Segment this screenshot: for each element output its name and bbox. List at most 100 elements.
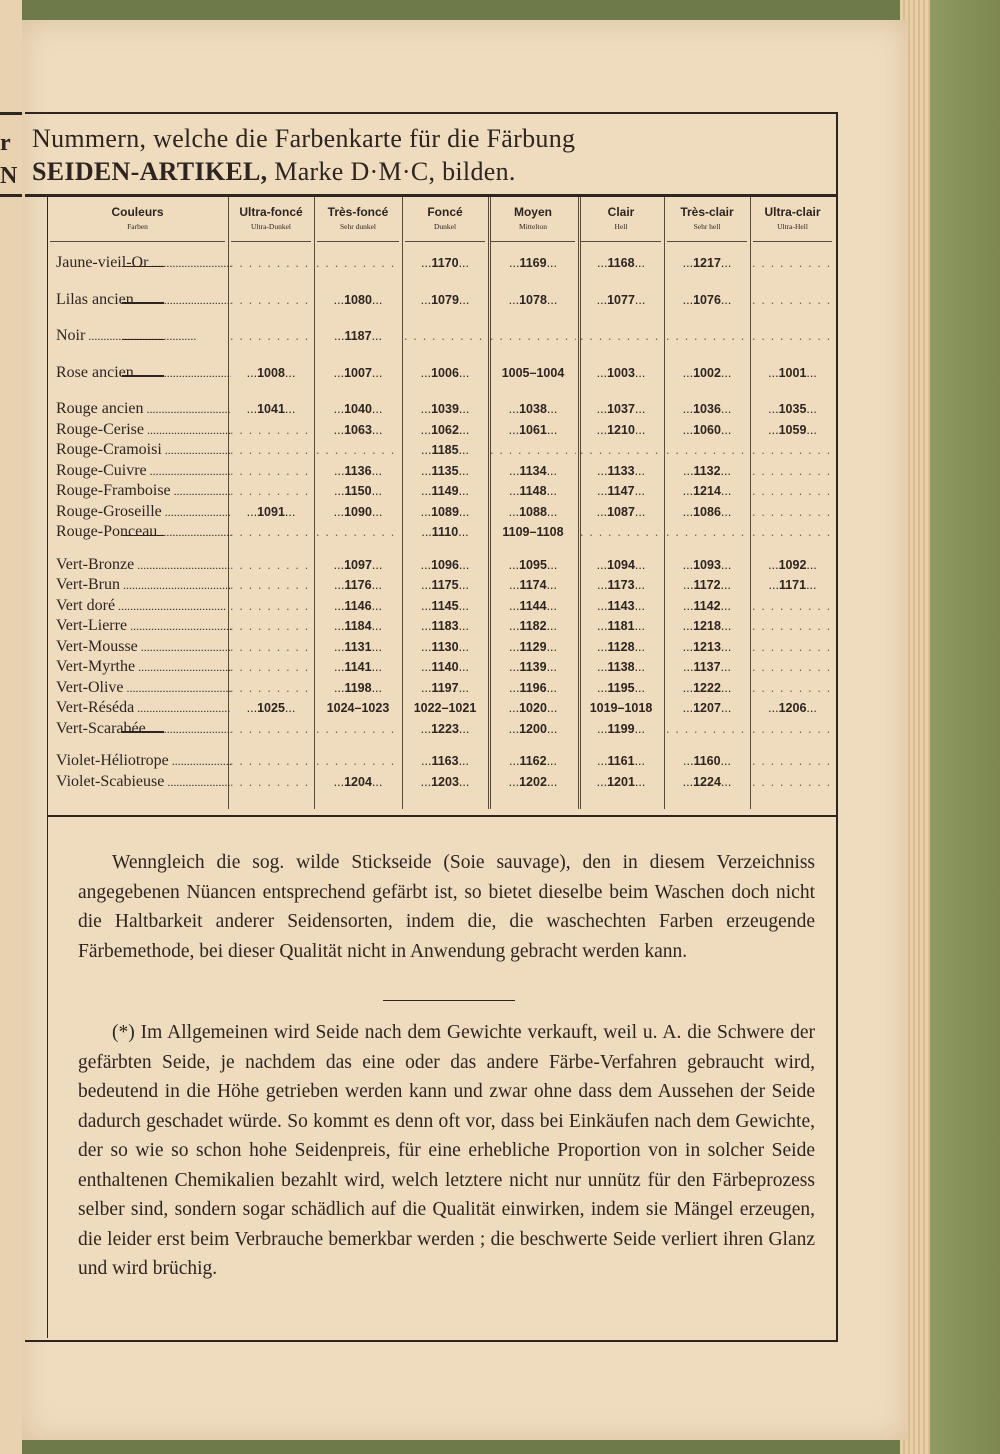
shade-number: 1061 — [490, 420, 576, 440]
page-fragment: r — [0, 130, 11, 156]
shade-number: 1203 — [404, 772, 486, 792]
shade-number: 1181 — [580, 616, 662, 636]
paragraph-2: (*) Im Allgemeinen wird Seide nach dem G… — [78, 1018, 815, 1284]
shade-number — [580, 326, 662, 346]
shade-number: 1206 — [752, 698, 833, 718]
table-row: Rouge-Cramoisi 1185 — [47, 440, 835, 460]
color-name: Vert-Myrthe — [56, 657, 231, 677]
inner-frame — [47, 195, 837, 1338]
color-name: Rouge-Ponceau — [56, 522, 231, 542]
shade-number: 1132 — [666, 461, 748, 481]
shade-number: 1163 — [404, 751, 486, 771]
shade-number: 1092 — [752, 555, 833, 575]
column-header-fr: Couleurs — [111, 205, 164, 219]
shade-number — [752, 637, 833, 657]
shade-number — [316, 440, 400, 460]
shade-number: 1145 — [404, 596, 486, 616]
column-header: Clair Hell — [578, 205, 664, 231]
shade-number — [752, 326, 833, 346]
column-header-de: Hell — [614, 222, 628, 231]
shade-number — [230, 596, 312, 616]
color-name: Rouge-Cerise — [56, 420, 231, 440]
color-name: Vert-Brun — [56, 575, 231, 595]
shade-number: 1035 — [752, 399, 833, 419]
table-row: Vert doré 11461145114411431142 — [47, 596, 835, 616]
shade-number: 1224 — [666, 772, 748, 792]
header-rule — [231, 241, 311, 242]
table-row: Rouge-Ponceau 1110 1109–1108 — [47, 522, 835, 542]
shade-number: 1182 — [490, 616, 576, 636]
color-name: Rouge-Cramoisi — [56, 440, 231, 460]
column-header-fr: Clair — [607, 205, 635, 219]
color-name: Vert-Olive — [56, 678, 231, 698]
shade-number: 1019–1018 — [589, 701, 653, 715]
shade-number: 1041 — [230, 399, 312, 419]
shade-number: 1006 — [404, 363, 486, 383]
shade-number: 1200 — [490, 719, 576, 739]
shade-number: 1133 — [580, 461, 662, 481]
shade-number — [316, 751, 400, 771]
shade-number: 1077 — [580, 290, 662, 310]
shade-number: 1185 — [404, 440, 486, 460]
shade-number — [752, 290, 833, 310]
shade-number: 1080 — [316, 290, 400, 310]
shade-number: 1131 — [316, 637, 400, 657]
shade-number — [230, 751, 312, 771]
table-row: Rouge-Cerise 106310621061121010601059 — [47, 420, 835, 440]
shade-number: 1089 — [404, 502, 486, 522]
header-rule — [667, 241, 747, 242]
column-header: Moyen Mittelton — [488, 205, 578, 231]
shade-number: 1087 — [580, 502, 662, 522]
shade-number: 1076 — [666, 290, 748, 310]
column-divider — [664, 197, 665, 809]
table-row: Rouge-Groseille109110901089108810871086 — [47, 502, 835, 522]
shade-number: 1128 — [580, 637, 662, 657]
shade-number: 1093 — [666, 555, 748, 575]
shade-number — [752, 616, 833, 636]
column-header: Ultra-clair Ultra-Hell — [750, 205, 835, 231]
header-rule — [753, 241, 832, 242]
shade-number: 1222 — [666, 678, 748, 698]
shade-number — [230, 326, 312, 346]
group-separator — [122, 338, 164, 340]
shade-number — [752, 678, 833, 698]
shade-number: 1039 — [404, 399, 486, 419]
shade-number — [230, 461, 312, 481]
shade-number: 1079 — [404, 290, 486, 310]
column-header-de: Dunkel — [433, 222, 457, 231]
shade-number — [230, 719, 312, 739]
paragraph-text: Wenngleich die sog. wilde Stickseide (So… — [78, 852, 815, 962]
color-name: Vert-Mousse — [56, 637, 231, 657]
shade-number: 1199 — [580, 719, 662, 739]
group-separator — [122, 375, 164, 377]
shade-number — [752, 772, 833, 792]
shade-number: 1022–1021 — [413, 701, 477, 715]
shade-number: 1161 — [580, 751, 662, 771]
shade-number: 1150 — [316, 481, 400, 501]
table-bottom-rule — [47, 815, 836, 817]
shade-number: 1168 — [580, 253, 662, 273]
shade-number: 1175 — [404, 575, 486, 595]
table-row: Vert-Bronze 109710961095109410931092 — [47, 555, 835, 575]
column-divider — [314, 197, 315, 809]
shade-number — [404, 326, 486, 346]
color-name: Rouge-Cuivre — [56, 461, 231, 481]
column-header-fr: Très-clair — [680, 205, 734, 219]
shade-number: 1020 — [490, 698, 576, 718]
table-row: Vert-Mousse 11311130112911281213 — [47, 637, 835, 657]
book-cover — [930, 0, 1000, 1454]
shade-number: 1130 — [404, 637, 486, 657]
color-name: Vert-Scarabée — [56, 719, 231, 739]
shade-number: 1088 — [490, 502, 576, 522]
page-title: Nummern, welche die Farbenkarte für die … — [32, 122, 575, 188]
shade-number: 1141 — [316, 657, 400, 677]
table-row: Vert-Réséda1025 1024–1023 1022–1021 1020 101… — [47, 698, 835, 718]
color-name: Vert-Lierre — [56, 616, 231, 636]
short-divider — [383, 1000, 515, 1001]
shade-number: 1169 — [490, 253, 576, 273]
shade-number: 1143 — [580, 596, 662, 616]
shade-number — [230, 420, 312, 440]
divider — [0, 112, 22, 115]
group-separator — [122, 731, 164, 733]
shade-number — [230, 616, 312, 636]
